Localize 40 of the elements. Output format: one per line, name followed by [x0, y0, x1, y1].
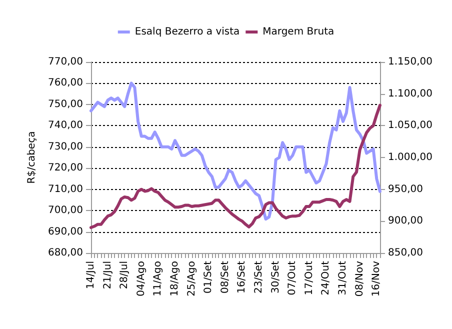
x-tick-label: 18/Ago	[170, 261, 181, 296]
y2-tick-label: 850,00	[388, 248, 423, 258]
x-tick-label: 31/Out	[338, 260, 349, 296]
y2-tick-label: 1.000,00	[388, 152, 433, 163]
line-series	[90, 82, 382, 221]
x-tick-label: 11/Ago	[152, 261, 164, 296]
x-tick-label: 14/Jul	[86, 261, 96, 290]
legend-label: Esalq Bezerro a vista	[134, 26, 240, 38]
y-tick-label: 730,00	[48, 141, 83, 152]
x-tick-label: 08/Set	[220, 260, 231, 294]
x-tick-label: 25/Ago	[186, 261, 198, 296]
x-tick-label: 16/Nov	[371, 260, 382, 297]
y2-tick-label: 900,00	[388, 216, 423, 227]
y-tick-label: 700,00	[48, 205, 83, 216]
y-tick-label: 760,00	[48, 78, 83, 89]
x-tick-label: 23/Set	[254, 260, 265, 294]
legend-label: Margem Bruta	[262, 26, 334, 38]
x-tick-label: 21/Jul	[102, 261, 114, 290]
y2-tick-label: 950,00	[388, 184, 423, 195]
line-series	[90, 104, 382, 230]
y-tick-label: 710,00	[48, 184, 83, 195]
y-tick-label: 740,00	[48, 120, 83, 132]
x-tick-label: 08/Nov	[354, 260, 366, 297]
y-tick-label: 770,00	[48, 56, 83, 68]
x-tick-label: 17/Out	[304, 260, 315, 296]
y-tick-label: 680,00	[48, 248, 83, 258]
y2-tick-label: 1.150,00	[388, 56, 433, 68]
y-axis-title: R$/cabeça	[26, 131, 38, 184]
x-tick-label: 30/Set	[270, 260, 282, 294]
x-tick-label: 28/Jul	[119, 261, 130, 290]
x-tick-label: 01/Set	[203, 260, 214, 294]
x-tick-label: 24/Out	[320, 260, 332, 296]
y-tick-label: 720,00	[48, 162, 83, 174]
y-tick-label: 690,00	[48, 226, 83, 238]
y-tick-label: 750,00	[48, 98, 83, 110]
x-tick-label: 16/Set	[236, 260, 248, 294]
x-tick-label: 04/Ago	[136, 261, 147, 296]
x-tick-label: 07/Out	[287, 260, 298, 296]
y2-tick-label: 1.100,00	[388, 88, 433, 100]
y2-tick-label: 1.050,00	[388, 120, 433, 132]
